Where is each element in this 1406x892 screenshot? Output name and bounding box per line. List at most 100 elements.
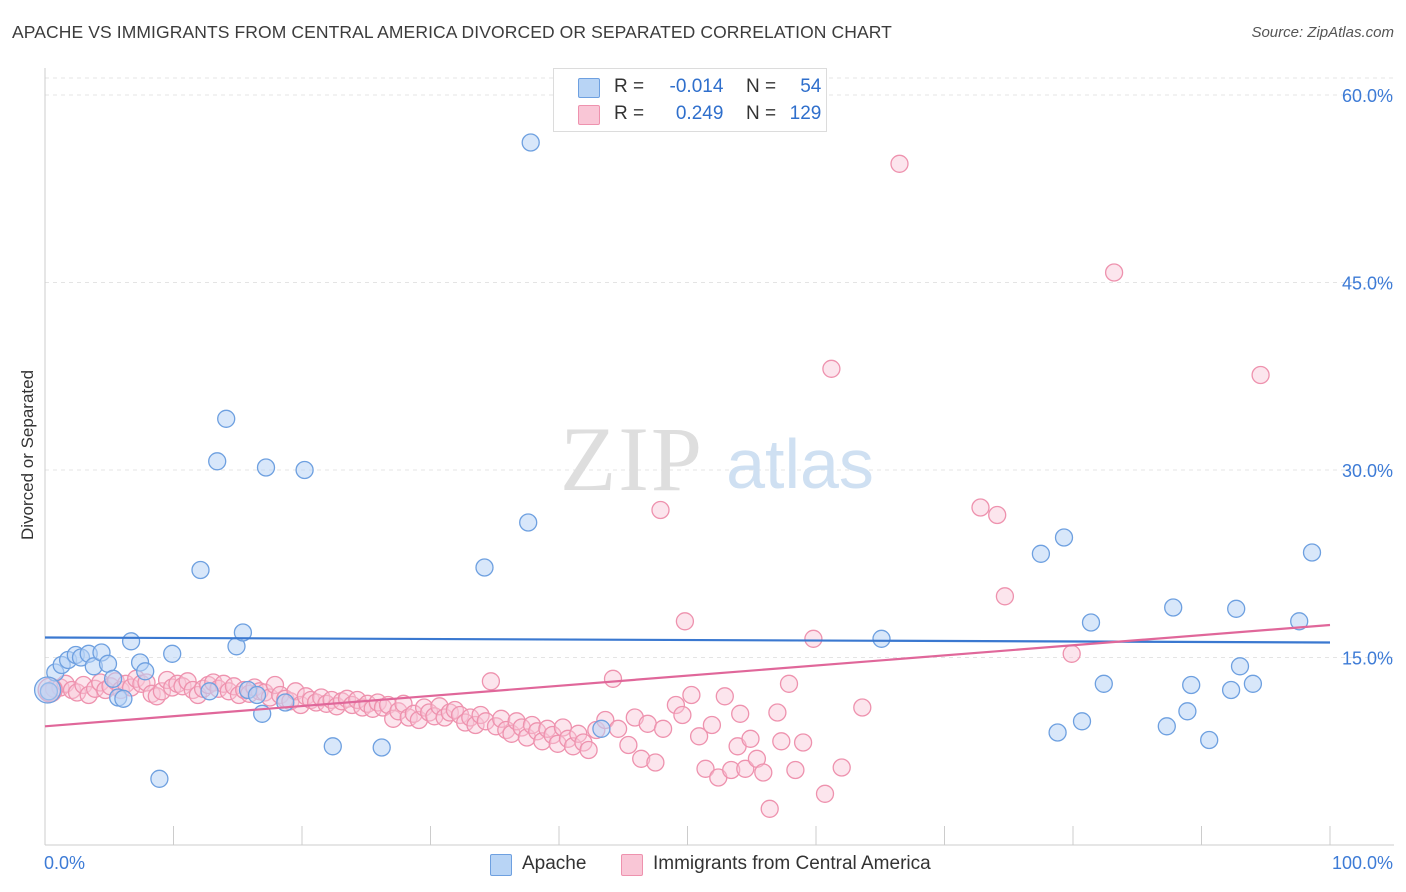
immigrants-point	[786, 760, 805, 780]
immigrants-point	[689, 727, 709, 746]
y-tick-label: 30.0%	[1342, 461, 1393, 481]
legend-r-label: R =	[614, 76, 645, 97]
y-tick-label: 15.0%	[1342, 649, 1393, 669]
immigrants-point	[995, 587, 1015, 606]
apache-point	[150, 769, 169, 788]
immigrants-point	[466, 715, 485, 735]
immigrants-point	[822, 359, 841, 378]
immigrants-point	[608, 719, 628, 738]
apache-point	[208, 452, 227, 471]
apache-point	[1243, 674, 1263, 693]
apache-point	[1178, 702, 1197, 721]
apache-point	[1227, 599, 1246, 618]
immigrants-point	[286, 682, 305, 701]
legend-swatch-immigrants	[621, 854, 643, 876]
immigrants-point	[651, 500, 670, 520]
immigrants-point	[445, 700, 465, 720]
x-tick-label: 0.0%	[44, 853, 85, 873]
immigrants-point	[378, 695, 398, 715]
y-tick-label: 60.0%	[1342, 86, 1393, 106]
immigrants-point	[632, 749, 651, 768]
immigrants-point	[603, 669, 623, 688]
legend-label-immigrants: Immigrants from Central America	[653, 853, 931, 874]
apache-point	[33, 676, 62, 704]
immigrants-point	[219, 682, 238, 701]
apache-point	[1072, 712, 1092, 731]
apache-point	[233, 623, 253, 642]
immigrants-point	[430, 697, 449, 716]
immigrants-point	[619, 735, 638, 755]
axes	[44, 68, 1394, 846]
trend-lines	[44, 623, 1331, 728]
apache-point	[247, 685, 267, 705]
immigrants-point	[760, 799, 779, 818]
legend-n-label: N =	[745, 76, 777, 97]
immigrants-point	[553, 718, 573, 737]
apache-point	[121, 632, 141, 651]
immigrants-point	[67, 683, 87, 702]
correlation-legend: R = -0.014 N = 54 R = 0.249 N = 129	[553, 68, 827, 132]
immigrants-point	[832, 758, 851, 777]
immigrants-point	[722, 760, 741, 780]
immigrants-point	[696, 759, 715, 778]
apache-point	[1164, 598, 1183, 617]
apache-point	[872, 629, 891, 648]
apache-point	[1031, 544, 1051, 563]
legend-n-label: N =	[745, 103, 777, 124]
immigrants-point	[579, 740, 598, 760]
series-legend: Apache Immigrants from Central America	[0, 852, 1406, 878]
legend-swatch-apache	[490, 854, 512, 876]
apache-point	[323, 737, 342, 756]
legend-n-value-apache: 54	[800, 76, 822, 97]
apache-point	[1048, 723, 1067, 742]
immigrants-point	[265, 675, 285, 695]
source-label: Source: ZipAtlas.com	[1251, 24, 1394, 41]
immigrants-point	[1104, 263, 1124, 282]
immigrants-trend-line	[44, 623, 1331, 728]
gridlines	[45, 77, 1394, 658]
legend-r-value-apache: -0.014	[669, 76, 724, 97]
immigrants-point	[731, 704, 750, 723]
chart-title: APACHE VS IMMIGRANTS FROM CENTRAL AMERIC…	[12, 22, 892, 42]
apache-point	[1094, 674, 1113, 693]
immigrants-point	[147, 687, 166, 706]
apache-point	[163, 644, 182, 663]
apache-point	[1221, 680, 1241, 700]
apache-point	[114, 689, 133, 708]
apache-point	[200, 682, 219, 701]
immigrants-point	[682, 685, 701, 705]
tick-labels: 15.0% 30.0% 45.0% 60.0% 0.0% 100.0%	[44, 86, 1393, 873]
legend-r-label: R =	[614, 103, 645, 124]
apache-point	[1290, 612, 1309, 631]
immigrants-point	[646, 753, 665, 772]
apache-point	[475, 558, 494, 577]
apache-point	[519, 513, 538, 532]
apache-point	[136, 662, 155, 681]
series-apache-points	[33, 133, 1322, 788]
immigrants-point	[988, 505, 1007, 525]
immigrants-point	[1062, 644, 1081, 663]
immigrants-point	[548, 734, 567, 753]
apache-point	[1302, 543, 1322, 562]
immigrants-point	[666, 695, 686, 715]
immigrants-point	[435, 708, 454, 727]
immigrants-point	[1251, 365, 1270, 385]
apache-point	[103, 669, 123, 688]
watermark: ZIP atlas	[560, 408, 874, 510]
immigrants-point	[768, 703, 787, 722]
immigrants-point	[481, 672, 501, 691]
y-tick-label: 45.0%	[1342, 274, 1393, 294]
immigrants-point	[754, 763, 773, 782]
apache-point	[217, 409, 236, 428]
x-tick-label: 100.0%	[1332, 853, 1393, 873]
apache-point	[1200, 730, 1219, 750]
apache-point	[1182, 675, 1201, 695]
apache-point	[191, 560, 210, 580]
apache-point	[1157, 717, 1176, 736]
watermark-zip: ZIP	[560, 408, 704, 510]
legend-r-value-immigrants: 0.249	[675, 103, 724, 124]
immigrants-point	[492, 709, 511, 728]
apache-point	[256, 458, 276, 477]
immigrants-point	[178, 672, 197, 691]
